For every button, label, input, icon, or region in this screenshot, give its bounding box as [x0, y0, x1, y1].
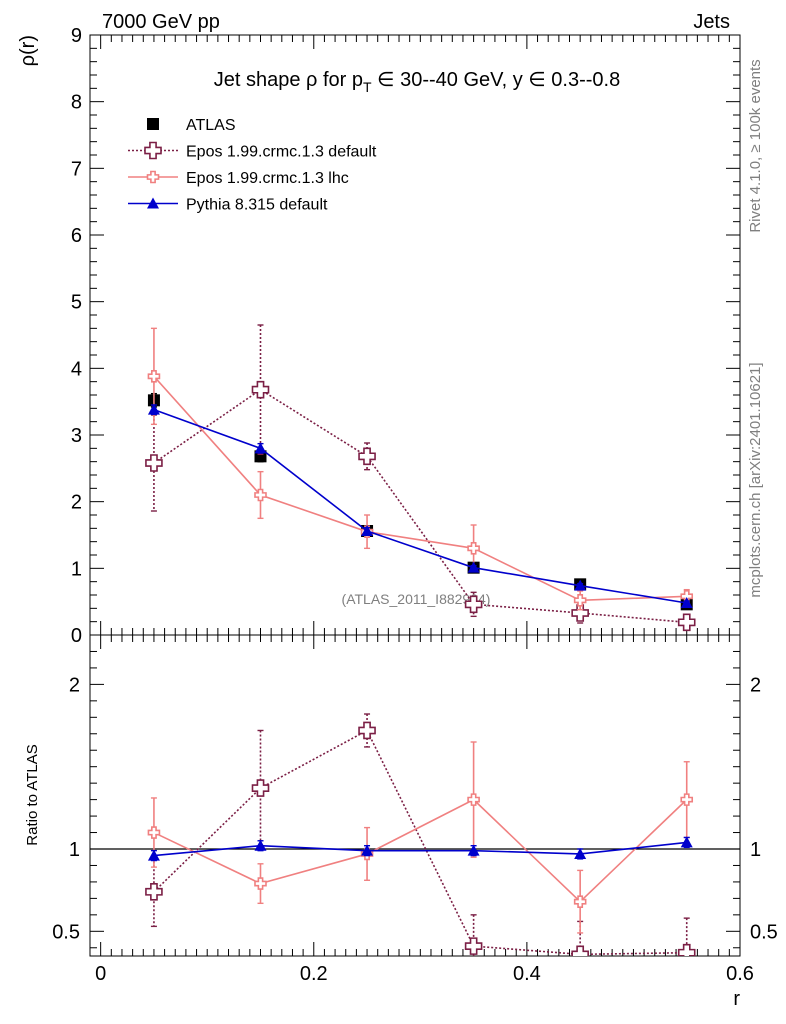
y-tick-label: 9: [71, 25, 82, 47]
ratio-y-tick-label: 1: [69, 839, 80, 861]
data-point: [358, 721, 376, 740]
series-line: [153, 798, 688, 903]
data-point: [147, 370, 161, 383]
legend-marker: [144, 141, 162, 160]
data-point: [680, 793, 694, 806]
data-point: [467, 561, 480, 573]
data-point: [573, 895, 587, 908]
data-point: [464, 937, 483, 955]
plot-title: Jet shape ρ for pT ∈ 30--40 GeV, y ∈ 0.3…: [214, 69, 620, 95]
y-tick-label: 6: [71, 225, 82, 247]
series-atlas: [147, 392, 693, 611]
data-point: [574, 847, 587, 859]
x-tick-label: 0.6: [726, 963, 754, 985]
ratio-plot-frame: [89, 634, 741, 957]
data-point: [361, 525, 374, 536]
data-point: [677, 943, 696, 956]
data-point: [254, 877, 267, 890]
ratio-y-tick-label-right: 0.5: [750, 921, 778, 943]
ratio-y-tick-label: 0.5: [52, 921, 80, 943]
data-point: [464, 595, 483, 614]
y-axis-label: ρ(r): [17, 35, 39, 66]
series-line: [153, 408, 687, 604]
process-label: Jets: [693, 11, 730, 33]
series-line: [153, 375, 687, 602]
data-point: [571, 604, 589, 622]
legend-label: Epos 1.99.crmc.1.3 default: [186, 144, 377, 161]
legend-item: Pythia 8.315 default: [128, 197, 328, 214]
legend: ATLAS Epos 1.99.crmc.1.3 default Epos 1.99…: [128, 117, 377, 214]
series-epos-1-99-crmc-1-3-default: [145, 713, 696, 956]
ratio-plot-series: [145, 713, 696, 956]
ratio-y-axis-label: Ratio to ATLAS: [24, 744, 41, 845]
x-axis-label: r: [733, 988, 740, 1010]
data-point: [361, 844, 374, 856]
data-point: [254, 488, 267, 502]
data-point: [467, 542, 480, 555]
y-tick-label: 0: [71, 625, 82, 647]
legend-marker: [146, 170, 160, 184]
data-point: [574, 579, 587, 591]
series-epos-1-99-crmc-1-3-default: [145, 324, 696, 632]
legend-label: Pythia 8.315 default: [186, 197, 328, 214]
data-point: [467, 844, 480, 856]
data-point: [145, 454, 163, 472]
data-point: [358, 447, 376, 466]
y-tick-label: 2: [71, 492, 82, 514]
axis-ticks: 0 1 2 3 4 5 6 7 8 9 0 0.2 0.4 0.6 0.5 0.5 1 1 2 2: [52, 25, 778, 985]
data-point: [571, 945, 589, 956]
y-tick-label: 3: [71, 425, 82, 447]
series-line: [153, 841, 687, 857]
legend-item: Epos 1.99.crmc.1.3 lhc: [128, 170, 349, 187]
legend-label: ATLAS: [186, 117, 236, 134]
y-tick-label: 5: [71, 292, 82, 314]
series-epos-1-99-crmc-1-3-lhc: [147, 741, 694, 934]
data-point: [680, 836, 693, 848]
data-point: [147, 849, 160, 861]
x-tick-label: 0: [95, 963, 106, 985]
main-plot-series: [145, 324, 696, 632]
data-point: [147, 403, 160, 415]
y-tick-label: 7: [71, 158, 82, 180]
analysis-id-watermark: (ATLAS_2011_I882984): [342, 591, 491, 607]
legend-marker: [147, 197, 159, 209]
legend-marker: [147, 118, 159, 130]
ratio-y-tick-label-right: 2: [750, 674, 761, 696]
data-point: [254, 839, 267, 851]
x-tick-label: 0.4: [513, 963, 541, 985]
data-point: [677, 613, 696, 632]
data-point: [573, 594, 587, 607]
data-point: [251, 779, 270, 797]
data-point: [680, 597, 693, 608]
y-tick-label: 1: [71, 558, 82, 580]
data-point: [145, 883, 163, 901]
y-tick-label: 8: [71, 92, 82, 114]
legend-item: ATLAS: [147, 117, 236, 134]
series-pythia-8-315-default: [147, 836, 693, 862]
data-point: [147, 826, 161, 839]
legend-item: Epos 1.99.crmc.1.3 default: [128, 141, 377, 161]
series-line: [153, 729, 687, 956]
ratio-y-tick-label-right: 1: [750, 839, 761, 861]
beam-label: 7000 GeV pp: [102, 11, 220, 33]
y-tick-label: 4: [71, 358, 82, 380]
data-point: [251, 380, 270, 399]
x-tick-label: 0.2: [300, 963, 328, 985]
data-point: [254, 442, 267, 454]
legend-label: Epos 1.99.crmc.1.3 lhc: [186, 170, 349, 187]
rivet-version-label: Rivet 4.1.0, ≥ 100k events: [747, 59, 764, 232]
data-point: [467, 793, 480, 806]
mcplots-reference-label: mcplots.cern.ch [arXiv:2401.10621]: [747, 362, 764, 597]
series-pythia-8-315-default: [147, 403, 693, 608]
ratio-y-tick-label: 2: [69, 674, 80, 696]
series-epos-1-99-crmc-1-3-lhc: [147, 327, 694, 611]
series-line: [153, 388, 687, 624]
